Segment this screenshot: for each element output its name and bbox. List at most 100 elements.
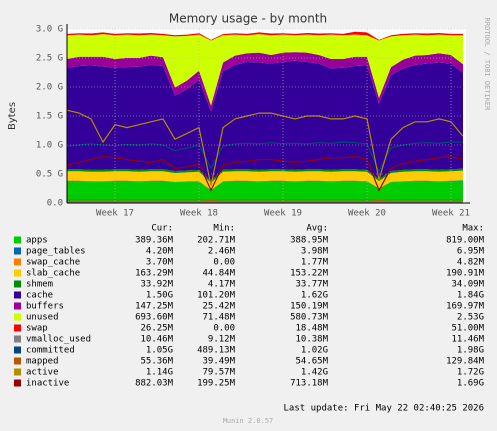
legend-stat: 882.03M [135,379,174,389]
area [67,34,463,106]
legend-stat: 0.00 [213,258,235,268]
legend-stat: 6.95M [457,247,485,257]
x-tick-label: Week 20 [348,209,386,219]
legend-swatch [14,236,21,244]
legend-swatch [14,302,21,310]
y-tick-label: 1.0 G [36,141,63,151]
legend-stat: 101.20M [197,291,236,301]
version: Munin 2.0.57 [223,417,274,425]
legend-stat: 39.49M [202,357,235,367]
legend-stat: 54.65M [295,357,328,367]
line [66,109,464,186]
line [66,155,464,192]
legend-stat: 153.22M [290,269,329,279]
legend-label: vmalloc_used [26,335,91,345]
legend-stat: 4.20M [146,247,174,257]
legend-stat: 169.97M [446,302,485,312]
x-tick-label: Week 17 [96,209,134,219]
y-tick-label: 0.0 [47,199,63,209]
legend-stat: 33.92M [140,280,173,290]
legend-swatch [14,368,21,376]
legend-stat: 0.00 [213,324,235,334]
legend-stat: 693.60M [135,313,174,323]
y-tick-label: 0.5 G [36,170,63,180]
legend-stat: 25.42M [202,302,235,312]
x-tick-label: Week 18 [180,209,218,219]
legend-swatch [14,313,21,321]
legend-stat: 26.25M [140,324,173,334]
legend-swatch [14,357,21,365]
legend-stat: 147.25M [135,302,174,312]
area [67,52,463,112]
area [67,179,463,191]
legend-swatch [14,324,21,332]
legend-stat: 44.84M [202,269,235,279]
legend-label: cache [26,291,53,301]
legend-swatch [14,258,21,266]
legend-header: Cur: [151,224,173,234]
legend-stat: 713.18M [290,379,329,389]
legend-label: active [26,368,59,378]
legend-label: swap_cache [26,258,80,268]
legend-stat: 1.77M [301,258,329,268]
legend-stat: 1.02G [301,346,328,356]
y-axis-label: Bytes [7,102,18,130]
legend-stat: 199.25M [197,379,236,389]
legend-stat: 129.84M [446,357,485,367]
plot: 0.0 0.5 G 1.0 G 1.5 G 2.0 G 2.5 G 3.0 G Week 17… [36,24,470,219]
legend-stat: 3.70M [146,258,174,268]
legend-swatch [14,379,21,387]
legend-stat: 51.00M [451,324,484,334]
legend-stat: 3.98M [301,247,329,257]
legend-stat: 388.95M [290,236,329,246]
legend-stat: 1.05G [146,346,173,356]
legend-stat: 1.14G [146,368,173,378]
line [67,199,463,201]
legend-label: shmem [26,280,53,290]
legend-stat: 71.48M [202,313,235,323]
area [67,180,463,203]
y-tick-label: 2.0 G [36,83,63,93]
legend-label: mapped [26,357,59,367]
legend-header: Max: [462,224,484,234]
legend-stat: 819.00M [446,236,485,246]
area [67,60,463,181]
legend-swatch [14,291,21,299]
y-tick-label: 3.0 G [36,25,63,35]
area [67,31,463,41]
legend-stat: 389.36M [135,236,174,246]
legend-stat: 18.48M [295,324,328,334]
legend-stat: 1.98G [457,346,484,356]
legend-stat: 163.29M [135,269,174,279]
legend-swatch [14,280,21,288]
area [67,180,463,191]
legend-stat: 34.09M [451,280,484,290]
legend-stat: 1.72G [457,368,484,378]
legend-stat: 202.71M [197,236,236,246]
legend-label: unused [26,313,59,323]
legend-stat: 1.69G [457,379,484,389]
legend-stat: 1.42G [301,368,328,378]
area [67,170,463,190]
legend-stat: 9.12M [208,335,236,345]
last-update: Last update: Fri May 22 02:40:25 2026 [284,404,484,414]
legend-stat: 150.19M [290,302,329,312]
legend-label: swap [26,324,48,334]
legend-stat: 489.13M [197,346,236,356]
legend-stat: 10.38M [295,335,328,345]
legend-stat: 11.46M [451,335,484,345]
legend-label: buffers [26,302,64,312]
y-tick-label: 2.5 G [36,54,63,64]
legend-label: page_tables [26,247,86,257]
legend-stat: 190.91M [446,269,485,279]
legend-stat: 2.46M [208,247,236,257]
legend-header: Avg: [306,224,328,234]
legend-stat: 4.82M [457,258,485,268]
legend-stat: 4.17M [208,280,236,290]
legend-stat: 79.57M [202,368,235,378]
legend-stat: 1.50G [146,291,173,301]
legend-stat: 2.53G [457,313,484,323]
side-text: RRDTOOL / TOBI OETIKER [483,18,491,112]
legend-swatch [14,335,21,343]
